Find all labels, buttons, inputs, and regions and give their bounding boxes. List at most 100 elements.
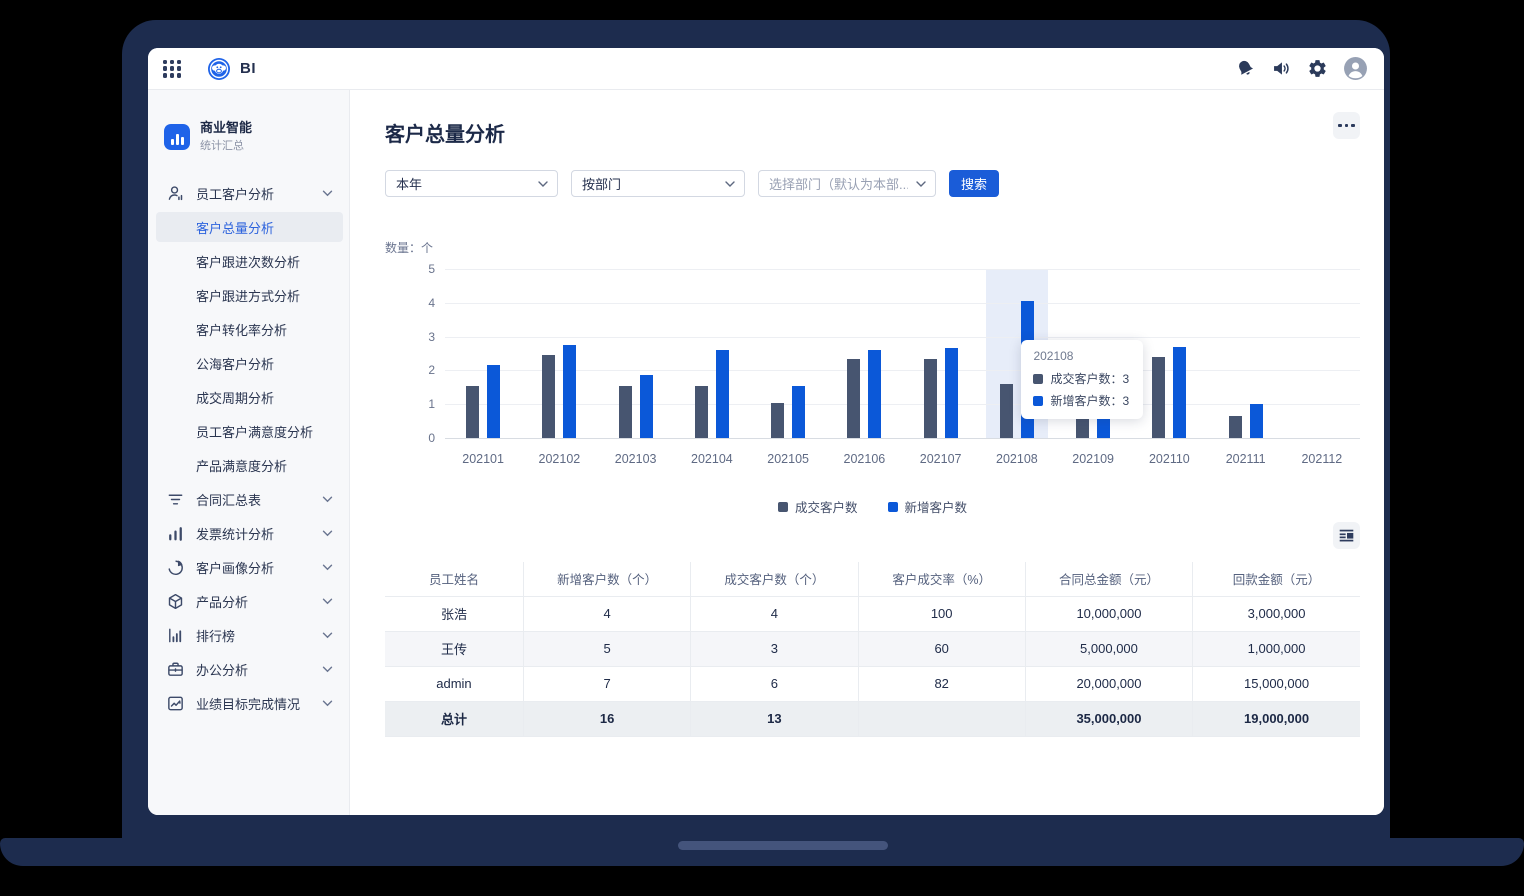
bar-deal-202104[interactable]: [694, 385, 708, 438]
sidebar-item-public-sea-customer-analysis[interactable]: 公海客户分析: [196, 356, 275, 372]
bar-deal-202106[interactable]: [847, 358, 861, 438]
chevron-down-icon: [322, 190, 333, 197]
sidebar-header: 商业智能 统计汇总: [148, 120, 349, 153]
tooltip-row: 新增客户数：3: [1033, 392, 1129, 409]
legend-item-new-customers[interactable]: 新增客户数: [887, 497, 967, 516]
sidebar-item-customer-followup-method-analysis[interactable]: 客户跟进方式分析: [196, 288, 301, 304]
bar-new-202111[interactable]: [1249, 404, 1263, 438]
table-cell: 5,000,000: [1025, 631, 1194, 667]
table-cell: 5: [523, 631, 692, 667]
table-cell: [858, 701, 1026, 737]
sidebar-subtitle: 统计汇总: [200, 140, 244, 152]
grid-line: [445, 370, 1360, 372]
chevron-down-icon: [322, 530, 333, 537]
sidebar-item-product-analysis[interactable]: 产品分析: [156, 586, 343, 616]
sidebar-item-office-analysis[interactable]: 办公分析: [156, 654, 343, 684]
y-tick-label: 3: [428, 329, 435, 344]
table-cell: 王传: [385, 631, 524, 667]
notification-bell-icon[interactable]: [1235, 58, 1256, 79]
table-header-cell: 合同总金额（元）: [1025, 562, 1194, 597]
table-row: 张浩 4 4 100 10,000,000 3,000,000: [385, 596, 1360, 632]
bar-deal-202103[interactable]: [618, 385, 632, 438]
sidebar-item-customer-followup-count-analysis[interactable]: 客户跟进次数分析: [196, 254, 301, 270]
sidebar-item-employee-customer-satisfaction-analysis[interactable]: 员工客户满意度分析: [196, 424, 314, 440]
bar-new-202107[interactable]: [944, 348, 958, 438]
sidebar-item-product-satisfaction-analysis[interactable]: 产品满意度分析: [196, 458, 288, 474]
sidebar-menu: 员工客户分析 客户总量分析客户跟进次数分析 客户跟进方式分析 客户转化率分析 公海客户分…: [148, 178, 349, 718]
sidebar-item-employee-customer-analysis[interactable]: 员工客户分析: [156, 178, 343, 208]
column-settings-button[interactable]: [1333, 522, 1360, 549]
x-tick-label: 202101: [462, 452, 504, 466]
sidebar-item-deal-cycle-analysis[interactable]: 成交周期分析: [196, 390, 275, 406]
filter-lines-icon: [166, 490, 185, 509]
bar-stats-icon: [166, 524, 185, 543]
chart-tooltip: 202108 成交客户数：3 新增客户数：3: [1021, 340, 1144, 419]
table-cell: 6: [690, 666, 859, 702]
sidebar-item-invoice-statistics-analysis[interactable]: 发票统计分析: [156, 518, 343, 548]
sidebar-item-customer-profile-analysis[interactable]: 客户画像分析: [156, 552, 343, 582]
bar-new-202105[interactable]: [792, 385, 806, 438]
bar-deal-202111[interactable]: [1228, 416, 1242, 438]
app-launcher-grid-icon[interactable]: [163, 59, 181, 78]
table-cell: 4: [690, 596, 859, 632]
table-header-cell: 新增客户数（个）: [523, 562, 692, 597]
bar-new-202106[interactable]: [868, 350, 882, 438]
announcement-speaker-icon[interactable]: [1271, 58, 1292, 79]
chevron-down-icon: [916, 180, 926, 187]
search-button[interactable]: 搜索: [949, 170, 1000, 197]
more-options-button[interactable]: [1333, 112, 1360, 139]
grid-line: [445, 336, 1360, 338]
sidebar-item-customer-total-analysis[interactable]: 客户总量分析: [156, 212, 343, 242]
table-cell: 82: [858, 666, 1026, 702]
series-swatch: [1033, 395, 1044, 406]
bar-deal-202110[interactable]: [1152, 356, 1166, 438]
bar-chart-plot: 0 1 2 3 4 5 202101 202102 202103 202104 202105 2021…: [428, 262, 1360, 466]
table-header-cell: 回款金额（元）: [1192, 562, 1360, 597]
bar-deal-202102[interactable]: [542, 355, 556, 438]
user-chart-icon: [166, 184, 185, 203]
x-tick-label: 202109: [1072, 452, 1114, 466]
user-avatar[interactable]: [1343, 56, 1368, 81]
bar-deal-202108[interactable]: [999, 383, 1013, 438]
ellipsis-icon: [1338, 123, 1355, 128]
briefcase-icon: [166, 660, 185, 679]
sidebar-item-performance-target-completion[interactable]: 业绩目标完成情况: [156, 688, 343, 718]
dimension-select[interactable]: 按部门: [571, 170, 745, 197]
bar-deal-202107[interactable]: [923, 358, 937, 438]
table-cell: 60: [858, 631, 1026, 667]
bar-deal-202105[interactable]: [771, 402, 785, 438]
bar-new-202110[interactable]: [1173, 346, 1187, 438]
chevron-down-icon: [322, 666, 333, 673]
sidebar-item-customer-conversion-rate-analysis[interactable]: 客户转化率分析: [196, 322, 288, 338]
table-cell: 20,000,000: [1025, 666, 1194, 702]
y-tick-label: 1: [428, 397, 435, 412]
table-body: 张浩 4 4 100 10,000,000 3,000,000 王传 5 3 60 5,000,00…: [385, 596, 1360, 737]
settings-gear-icon[interactable]: [1307, 58, 1328, 79]
tooltip-title: 202108: [1033, 349, 1074, 363]
bar-new-202103[interactable]: [639, 375, 653, 438]
bar-new-202101[interactable]: [487, 365, 501, 438]
app-window: BI: [148, 48, 1384, 815]
table-cell: 4: [523, 596, 692, 632]
x-tick-label: 202108: [996, 452, 1038, 466]
chevron-down-icon: [322, 632, 333, 639]
bar-new-202104[interactable]: [715, 350, 729, 438]
table-header-cell: 客户成交率（%）: [858, 562, 1026, 597]
sidebar-item-ranking-list[interactable]: 排行榜: [156, 620, 343, 650]
table-cell: 10,000,000: [1025, 596, 1194, 632]
page-title: 客户总量分析: [385, 124, 505, 146]
trend-box-icon: [166, 694, 185, 713]
x-tick-label: 202111: [1225, 452, 1266, 466]
period-select[interactable]: 本年: [385, 170, 558, 197]
table-cell: 19,000,000: [1192, 701, 1360, 737]
department-select[interactable]: 选择部门（默认为本部...）: [758, 170, 936, 197]
x-tick-label: 202104: [691, 452, 733, 466]
bar-chart: 数量：个 0 1 2 3 4 5 202101 202102 202103 202104 20210…: [385, 239, 1360, 477]
sidebar-item-contract-summary[interactable]: 合同汇总表: [156, 484, 343, 514]
bar-new-202102[interactable]: [563, 345, 577, 438]
grid-line: [445, 438, 1360, 439]
legend-item-deal-customers[interactable]: 成交客户数: [777, 497, 858, 516]
cube-icon: [166, 592, 185, 611]
bar-deal-202101[interactable]: [466, 385, 480, 438]
